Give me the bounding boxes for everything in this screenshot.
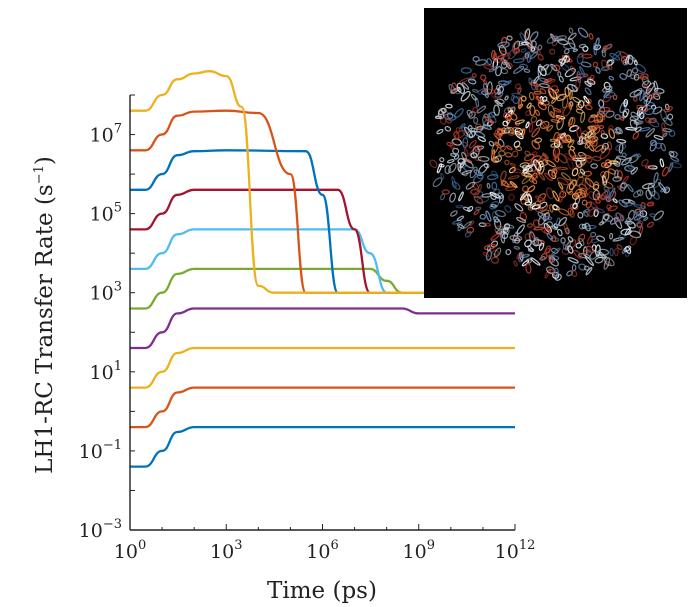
x-tick-label: 1012 [495,538,536,563]
series-line-4 [130,307,515,350]
series-line-3 [130,346,515,389]
y-tick-label: 107 [90,122,122,147]
x-tick-label: 106 [306,538,338,563]
y-axis-title: LH1-RC Transfer Rate (s−1) [32,156,58,474]
series-line-1 [130,425,515,468]
tick-labels: 100 103 106 109 1012 10−3 10−1 101 103 105 107 [79,122,536,563]
protein-structure-image [424,8,687,298]
x-axis-title: Time (ps) [267,578,377,604]
y-tick-label: 105 [90,201,122,226]
series-lines [129,70,515,468]
x-tick-label: 109 [403,538,435,563]
y-tick-label: 10−1 [79,438,122,463]
y-tick-label: 103 [90,280,122,305]
y-tick-label: 10−3 [79,517,122,542]
axes [129,94,516,531]
y-tick-label: 101 [90,359,122,384]
series-line-2 [129,386,515,429]
series-line-10 [129,70,515,294]
x-tick-label: 103 [210,538,242,563]
protein-ring-icon [429,27,682,281]
x-tick-label: 100 [114,538,146,563]
